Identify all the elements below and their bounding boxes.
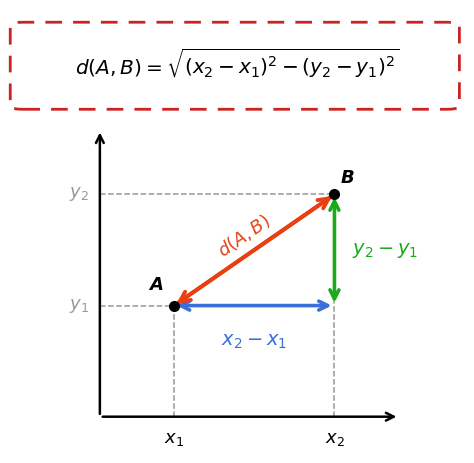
Text: $y_2 - y_1$: $y_2 - y_1$: [352, 240, 418, 260]
Text: A: A: [149, 276, 163, 294]
Text: $x_2$: $x_2$: [325, 430, 345, 448]
Text: $y_1$: $y_1$: [69, 297, 89, 314]
Text: $x_1$: $x_1$: [164, 430, 184, 448]
Text: $d(A,B) = \sqrt{(x_2 - x_1)^2 - (y_2 - y_1)^2}$: $d(A,B) = \sqrt{(x_2 - x_1)^2 - (y_2 - y…: [75, 46, 399, 80]
Text: $d(A,B)$: $d(A,B)$: [214, 211, 274, 261]
Text: B: B: [341, 169, 355, 187]
Text: $x_2 - x_1$: $x_2 - x_1$: [221, 332, 287, 350]
Text: $y_2$: $y_2$: [69, 186, 89, 203]
FancyBboxPatch shape: [10, 22, 459, 109]
